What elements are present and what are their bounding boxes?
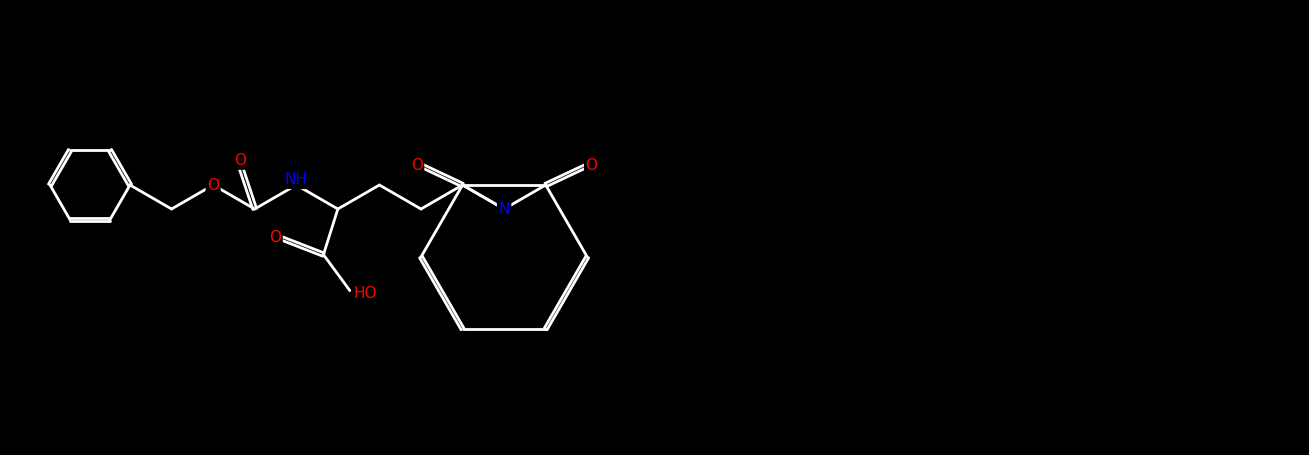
Text: O: O	[207, 177, 219, 192]
Text: NH: NH	[285, 172, 308, 187]
Text: O: O	[270, 230, 281, 245]
Text: HO: HO	[353, 286, 377, 301]
Text: O: O	[234, 153, 246, 168]
Text: O: O	[411, 158, 423, 173]
Text: N: N	[499, 202, 509, 217]
Text: O: O	[585, 158, 597, 173]
